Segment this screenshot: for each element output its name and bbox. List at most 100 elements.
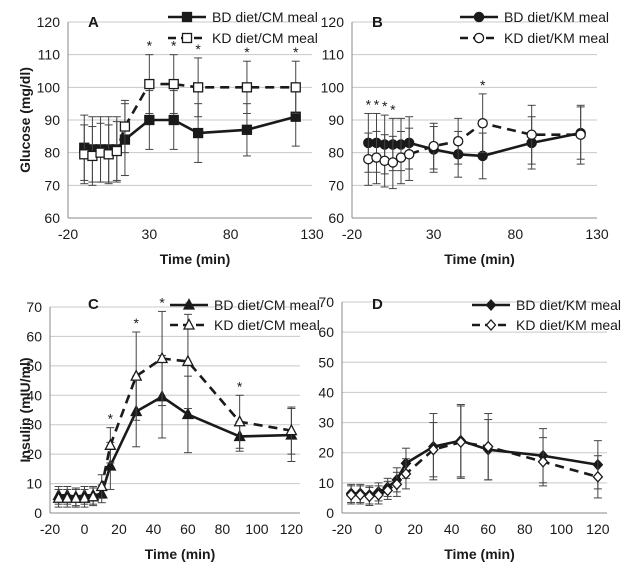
significance-marker: *	[108, 411, 114, 427]
series-2	[79, 54, 301, 186]
data-point	[155, 351, 169, 364]
data-point	[233, 414, 246, 427]
x-axis-title: Time (min)	[444, 546, 515, 562]
legend-entry: KD diet/KM meal	[472, 317, 621, 333]
series-1	[79, 86, 301, 183]
legend-label: KD diet/KM meal	[516, 317, 621, 333]
legend-marker	[485, 299, 497, 311]
y-tick-label: 20	[26, 446, 42, 462]
x-tick-label: 20	[111, 521, 127, 537]
y-tick-label: 10	[26, 476, 42, 492]
legend-entry: BD diet/KM meal	[472, 297, 621, 313]
significance-marker: *	[390, 101, 396, 117]
y-tick-label: 30	[318, 415, 334, 431]
y-tick-label: 20	[318, 445, 334, 461]
data-point	[575, 129, 586, 140]
y-tick-label: 70	[328, 177, 344, 193]
y-tick-label: 50	[26, 358, 42, 374]
legend-marker	[182, 298, 196, 310]
x-tick-label: 120	[586, 521, 610, 537]
significance-marker: *	[195, 41, 201, 57]
data-point	[354, 488, 366, 501]
x-tick-label: 80	[508, 226, 524, 242]
x-tick-label: 40	[444, 521, 460, 537]
legend-label: KD diet/KM meal	[504, 30, 609, 46]
panel-label: D	[372, 296, 383, 313]
y-tick-label: 60	[318, 324, 334, 340]
data-point	[387, 157, 399, 168]
y-tick-label: 0	[326, 505, 334, 521]
x-tick-label: 0	[375, 521, 383, 537]
y-axis-title: Glucose (mg/dl)	[17, 67, 33, 173]
y-tick-label: 70	[44, 177, 60, 193]
data-point	[192, 82, 204, 93]
y-tick-label: 120	[321, 14, 345, 30]
legend-marker	[182, 318, 196, 330]
data-point	[168, 114, 179, 126]
data-point	[241, 82, 253, 93]
series-line	[58, 357, 292, 500]
x-axis-title: Time (min)	[444, 251, 515, 267]
y-tick-label: 70	[318, 294, 334, 310]
series-2	[52, 310, 298, 508]
significance-marker: *	[237, 378, 243, 394]
data-point	[452, 135, 464, 147]
data-point	[95, 479, 108, 492]
legend-entry: KD diet/CM meal	[170, 317, 320, 333]
x-tick-label: 20	[407, 521, 423, 537]
y-tick-label: 90	[328, 112, 344, 128]
data-point	[428, 140, 439, 152]
significance-marker: *	[171, 38, 177, 54]
y-tick-label: 0	[34, 505, 42, 521]
x-tick-label: 80	[223, 226, 239, 242]
series-2	[363, 93, 586, 190]
data-point	[119, 121, 131, 132]
data-point	[192, 127, 204, 139]
significance-marker: *	[382, 98, 388, 114]
y-tick-label: 10	[318, 475, 334, 491]
data-point	[61, 491, 74, 503]
legend-entry: BD diet/KM meal	[460, 9, 609, 25]
x-tick-label: 40	[146, 521, 162, 537]
data-point	[52, 491, 65, 503]
legend-marker	[473, 11, 485, 23]
x-tick-label: 0	[81, 521, 89, 537]
data-point	[482, 440, 494, 453]
significance-marker: *	[147, 38, 153, 54]
data-point	[428, 443, 439, 456]
x-tick-label: 100	[550, 521, 574, 537]
data-point	[130, 369, 143, 381]
data-point	[455, 436, 467, 449]
legend-entry: BD diet/CM meal	[168, 9, 318, 25]
x-tick-label: 130	[300, 226, 324, 242]
x-tick-label: -20	[58, 226, 78, 242]
legend-label: BD diet/KM meal	[516, 297, 621, 313]
y-tick-label: 70	[26, 299, 42, 315]
data-point	[111, 145, 122, 157]
x-tick-label: 60	[180, 521, 196, 537]
x-tick-label: 130	[585, 226, 609, 242]
y-tick-label: 120	[37, 14, 61, 30]
y-tick-label: 50	[318, 354, 334, 370]
data-point	[364, 490, 375, 503]
significance-marker: *	[480, 77, 486, 93]
panel-label: A	[88, 14, 99, 31]
data-point	[403, 149, 415, 160]
series-2	[345, 405, 604, 506]
legend-label: KD diet/CM meal	[214, 317, 320, 333]
y-tick-label: 30	[26, 417, 42, 433]
data-point	[382, 484, 394, 497]
data-point	[87, 489, 100, 502]
data-point	[69, 491, 82, 503]
data-point	[391, 478, 403, 491]
x-tick-label: 120	[280, 521, 304, 537]
significance-marker: *	[366, 96, 372, 112]
data-point	[144, 114, 155, 126]
data-point	[592, 470, 604, 483]
panel-label: B	[372, 14, 383, 31]
data-point	[104, 459, 117, 471]
y-tick-label: 100	[321, 79, 345, 95]
data-point	[477, 118, 488, 129]
